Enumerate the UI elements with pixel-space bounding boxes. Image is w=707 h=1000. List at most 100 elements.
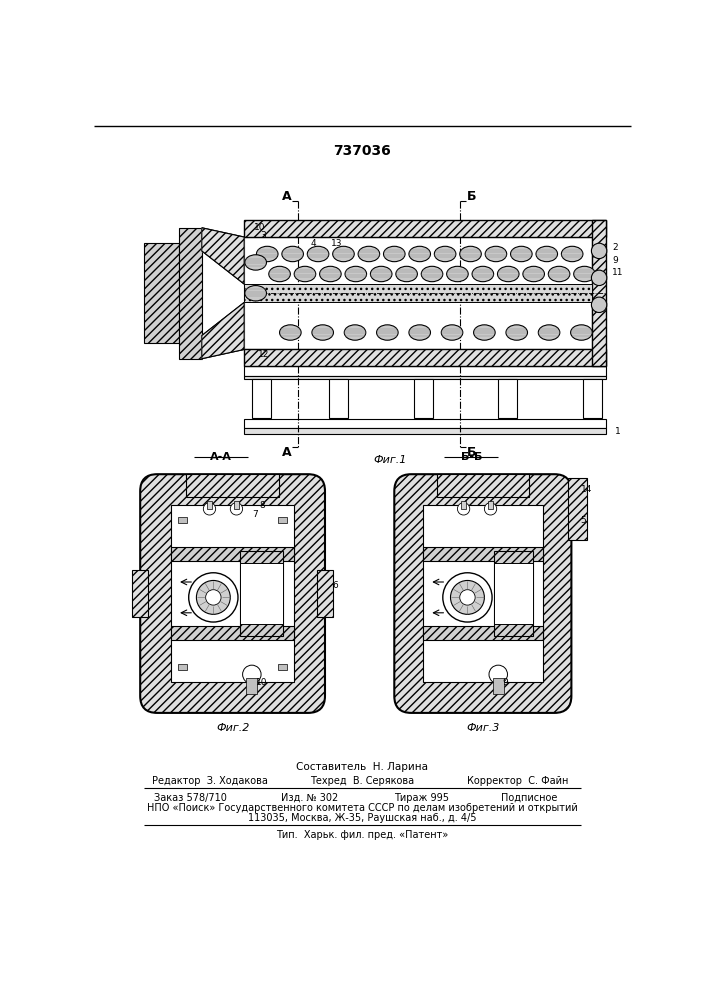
Bar — [244, 349, 606, 366]
Ellipse shape — [472, 266, 493, 282]
Polygon shape — [201, 302, 244, 359]
Text: 11: 11 — [612, 268, 624, 277]
Bar — [247, 678, 257, 694]
Ellipse shape — [561, 246, 583, 262]
Bar — [414, 379, 433, 418]
Ellipse shape — [538, 325, 560, 340]
Text: 6: 6 — [333, 581, 339, 590]
Text: 10: 10 — [254, 223, 265, 232]
Bar — [244, 419, 606, 428]
Circle shape — [243, 665, 261, 684]
Bar — [278, 664, 287, 670]
Circle shape — [457, 503, 469, 515]
FancyBboxPatch shape — [140, 474, 325, 713]
Text: 3: 3 — [260, 231, 267, 240]
Bar — [178, 664, 187, 670]
Bar — [494, 551, 533, 636]
Text: 13: 13 — [331, 239, 342, 248]
Bar — [178, 517, 187, 523]
Bar — [171, 505, 294, 682]
Ellipse shape — [460, 246, 481, 262]
Bar — [244, 376, 606, 379]
Ellipse shape — [510, 246, 532, 262]
Circle shape — [484, 503, 497, 515]
Bar — [493, 678, 503, 694]
Bar — [423, 505, 542, 682]
Ellipse shape — [592, 243, 607, 259]
Ellipse shape — [370, 266, 392, 282]
Ellipse shape — [383, 246, 405, 262]
Text: 9: 9 — [502, 678, 508, 687]
Bar — [171, 547, 294, 561]
Ellipse shape — [474, 325, 495, 340]
Text: Техред  В. Серякова: Техред В. Серякова — [310, 776, 414, 786]
Ellipse shape — [245, 286, 267, 301]
Text: А: А — [281, 190, 291, 204]
Ellipse shape — [549, 266, 570, 282]
Bar — [494, 563, 533, 624]
Ellipse shape — [571, 325, 592, 340]
Text: А: А — [281, 446, 291, 459]
Ellipse shape — [523, 266, 544, 282]
Ellipse shape — [308, 246, 329, 262]
Ellipse shape — [536, 246, 558, 262]
Bar — [244, 428, 606, 434]
Bar — [278, 517, 287, 523]
Ellipse shape — [592, 297, 607, 312]
Bar — [498, 379, 518, 418]
Text: 737036: 737036 — [333, 144, 391, 158]
Bar — [252, 379, 271, 418]
Text: Составитель  Н. Ларина: Составитель Н. Ларина — [296, 762, 428, 772]
Circle shape — [450, 580, 484, 614]
Bar — [244, 220, 606, 237]
Text: Б: Б — [467, 190, 476, 204]
Polygon shape — [201, 228, 244, 284]
Polygon shape — [201, 302, 244, 359]
Bar — [461, 501, 466, 509]
Text: Тип.  Харьк. фил. пред. «Патент»: Тип. Харьк. фил. пред. «Патент» — [276, 830, 448, 840]
Bar — [329, 379, 348, 418]
Ellipse shape — [312, 325, 334, 340]
Ellipse shape — [506, 325, 527, 340]
Circle shape — [230, 503, 243, 515]
Polygon shape — [144, 243, 179, 343]
Ellipse shape — [333, 246, 354, 262]
Ellipse shape — [282, 246, 303, 262]
Text: 10: 10 — [256, 678, 267, 687]
Text: 2: 2 — [612, 243, 618, 252]
Circle shape — [443, 573, 492, 622]
Bar — [423, 547, 542, 561]
Text: Подписное: Подписное — [501, 793, 557, 803]
Circle shape — [197, 580, 230, 614]
Bar — [240, 563, 283, 624]
Bar — [592, 220, 606, 366]
Ellipse shape — [434, 246, 456, 262]
Text: 113035, Москва, Ж-35, Раушская наб., д. 4/5: 113035, Москва, Ж-35, Раушская наб., д. … — [247, 813, 477, 823]
Ellipse shape — [320, 266, 341, 282]
Bar — [187, 474, 279, 497]
Bar — [244, 366, 606, 376]
Text: 14: 14 — [580, 485, 592, 494]
Ellipse shape — [269, 266, 291, 282]
Text: Б: Б — [467, 446, 476, 459]
Ellipse shape — [409, 246, 431, 262]
Ellipse shape — [421, 266, 443, 282]
Circle shape — [204, 503, 216, 515]
Ellipse shape — [279, 325, 301, 340]
Bar — [207, 501, 212, 509]
Ellipse shape — [409, 325, 431, 340]
Bar — [132, 570, 148, 617]
Ellipse shape — [592, 270, 607, 286]
Text: 5: 5 — [580, 516, 586, 525]
Text: 7: 7 — [252, 510, 257, 519]
Text: Заказ 578/710: Заказ 578/710 — [154, 793, 227, 803]
Circle shape — [189, 573, 238, 622]
Ellipse shape — [345, 266, 366, 282]
Text: НПО «Поиск» Государственного комитета СССР по делам изобретений и открытий: НПО «Поиск» Государственного комитета СС… — [146, 803, 578, 813]
Text: 9: 9 — [612, 256, 618, 265]
Ellipse shape — [377, 325, 398, 340]
Text: 12: 12 — [258, 350, 269, 359]
Ellipse shape — [294, 266, 316, 282]
Text: Изд. № 302: Изд. № 302 — [281, 793, 338, 803]
Text: А-А: А-А — [210, 452, 232, 462]
